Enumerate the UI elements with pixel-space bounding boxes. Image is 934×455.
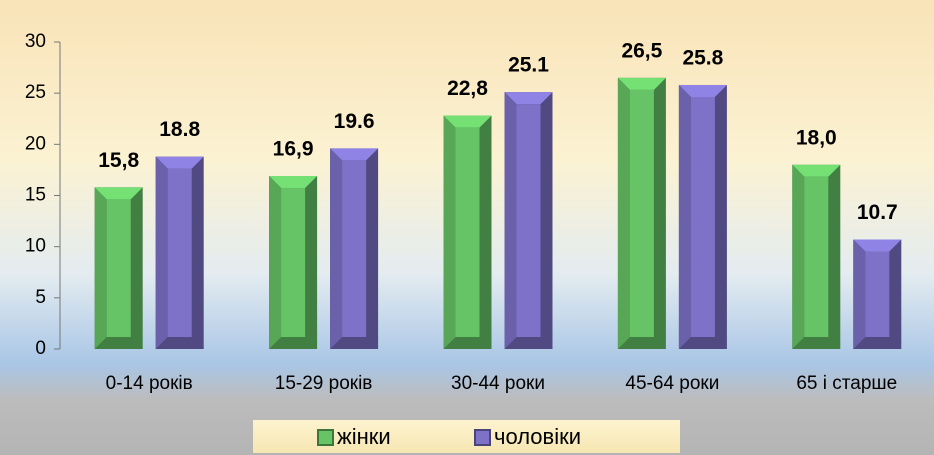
bar-bevel [678,84,727,97]
legend-swatch [474,429,491,446]
y-tick-label: 20 [25,133,46,154]
value-label: 25.1 [508,54,549,77]
legend-swatch [317,429,334,446]
y-tick-label: 15 [25,185,46,206]
bar-face [455,127,480,338]
bar-face [629,89,654,337]
y-tick-label: 10 [25,236,46,257]
x-tick-label: 65 і старше [796,373,897,394]
y-tick-label: 25 [25,82,46,103]
x-tick-label: 45-64 роки [625,373,719,394]
bar-face [865,251,890,337]
value-label: 25.8 [682,47,723,70]
bar-face [281,188,306,337]
bar-bevel [269,176,282,349]
value-label: 19.6 [334,110,375,133]
bar-bevel [504,92,517,349]
bar-face [167,168,192,337]
x-tick-label: 0-14 років [106,373,193,394]
bar-bevel [853,239,902,252]
value-label: 18,0 [796,126,837,149]
bar-bevel [155,156,204,169]
y-tick-label: 5 [35,287,46,308]
y-tick-label: 30 [25,31,46,52]
bar-bevel [617,77,666,90]
bar-bevel [330,148,379,161]
legend-label: жінки [337,424,391,449]
bar-face [516,104,541,337]
bar-bevel [678,84,691,349]
bar-bevel [330,148,343,349]
bar-bevel [94,187,143,200]
y-tick-label: 0 [35,338,46,359]
bar-bevel [792,164,805,349]
bar-bevel [94,187,107,349]
x-tick-label: 30-44 роки [451,373,545,394]
value-label: 15,8 [98,149,139,172]
value-label: 26,5 [621,39,662,62]
bar-face [804,176,829,337]
value-label: 16,9 [273,138,314,161]
bar-bevel [443,115,456,350]
bar-face [106,199,131,337]
bar-face [690,96,715,337]
bar-bevel [617,77,630,350]
x-tick-label: 15-29 років [275,373,373,394]
bar-bevel [504,92,553,105]
bar-face [342,160,367,337]
value-label: 18.8 [159,118,200,141]
bar-bevel [155,156,168,349]
bar-bevel [443,115,492,128]
bar-bevel [853,239,866,349]
bar-bevel [269,176,318,189]
legend-label: чоловіки [494,424,581,449]
bar-bevel [792,164,841,177]
value-label: 10.7 [857,201,898,224]
value-label: 22,8 [447,77,488,100]
